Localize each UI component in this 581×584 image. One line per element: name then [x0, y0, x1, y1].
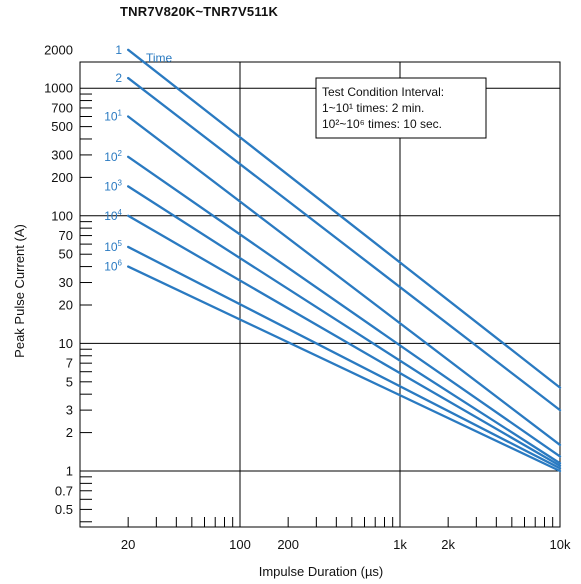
x-tick-label: 100: [229, 537, 251, 552]
series-label: 1: [115, 43, 122, 57]
y-tick-label: 50: [59, 247, 73, 262]
y-tick-label: 500: [51, 119, 73, 134]
annotation-frame: [315, 77, 487, 139]
y-tick-label: 3: [66, 403, 73, 418]
tick-marks: [80, 93, 554, 527]
y-tick-label: 70: [59, 228, 73, 243]
x-tick-label: 10k: [550, 537, 571, 552]
series-label: 105: [104, 239, 122, 254]
series-line: [127, 48, 562, 389]
y-tick-label: 100: [51, 208, 73, 223]
y-tick-label: 0.5: [55, 502, 73, 517]
series-line: [127, 155, 562, 458]
tick-labels: 20 100 200 1k 2k 10k2000100070050030020010070…: [44, 42, 571, 552]
series-line: [127, 76, 562, 412]
series-label: 106: [104, 259, 122, 274]
y-tick-label: 2000: [44, 42, 73, 57]
y-tick-label: 700: [51, 100, 73, 115]
series-line: [127, 245, 562, 470]
y-tick-label: 1000: [44, 81, 73, 96]
series-label: 104: [104, 208, 122, 223]
series-lines: [127, 48, 562, 473]
time-label: Time: [146, 51, 173, 65]
chart-title: TNR7V820K~TNR7V511K: [120, 4, 279, 19]
annotation-line: Test Condition Interval:: [322, 85, 444, 99]
annotation-box: Test Condition Interval: 1~10¹ times: 2 m…: [315, 77, 487, 139]
y-tick-label: 200: [51, 170, 73, 185]
series-line: [127, 185, 562, 465]
y-tick-label: 0.7: [55, 483, 73, 498]
y-tick-label: 10: [59, 336, 73, 351]
annotation-line: 10²~10⁶ times: 10 sec.: [322, 117, 442, 131]
series-label: 2: [115, 71, 122, 85]
y-tick-label: 7: [66, 356, 73, 371]
y-tick-label: 5: [66, 374, 73, 389]
series-label: 102: [104, 149, 122, 164]
y-tick-label: 30: [59, 275, 73, 290]
series-line: [127, 214, 562, 467]
annotation-line: 1~10¹ times: 2 min.: [322, 101, 424, 115]
x-tick-label: 20: [121, 537, 135, 552]
series-line: [127, 265, 562, 473]
series-line: [127, 115, 562, 447]
y-tick-label: 1: [66, 464, 73, 479]
x-tick-label: 2k: [441, 537, 455, 552]
x-tick-label: 200: [277, 537, 299, 552]
x-tick-label: 1k: [393, 537, 407, 552]
y-tick-label: 20: [59, 297, 73, 312]
series-labels: 1 2 101 102 103 104 105 106 Time: [104, 43, 172, 274]
x-axis-title: Impulse Duration (µs): [259, 564, 384, 579]
y-tick-label: 300: [51, 147, 73, 162]
series-label: 103: [104, 178, 122, 193]
y-tick-label: 2: [66, 425, 73, 440]
series-label: 101: [104, 109, 122, 124]
y-axis-title: Peak Pulse Current (A): [12, 224, 27, 358]
plot-frame: [79, 61, 561, 528]
